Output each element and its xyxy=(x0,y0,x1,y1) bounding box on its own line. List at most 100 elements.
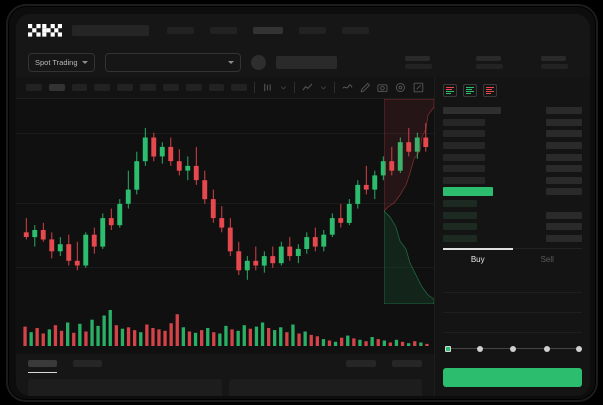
timeframe-7[interactable] xyxy=(185,84,202,91)
orders-panel-left[interactable] xyxy=(28,379,222,396)
slider-step-1[interactable] xyxy=(477,345,484,352)
amount-slider[interactable] xyxy=(445,344,582,354)
nav-item-2[interactable] xyxy=(253,27,283,34)
candlestick-series xyxy=(23,123,429,280)
pair-label xyxy=(275,55,337,69)
orderbook-row[interactable] xyxy=(443,175,582,187)
market-subbar: Spot Trading xyxy=(16,47,590,77)
candles-icon[interactable] xyxy=(262,82,273,93)
orderbook-row-amount xyxy=(546,188,582,196)
orderbook-row-amount xyxy=(546,211,582,219)
orderbook-row[interactable] xyxy=(443,163,582,175)
tab-order-history[interactable] xyxy=(73,360,102,367)
chevron-down-icon xyxy=(81,60,88,64)
orders-action-1[interactable] xyxy=(392,360,422,367)
slider-step-3[interactable] xyxy=(543,345,550,352)
settings-icon[interactable] xyxy=(395,82,406,93)
slider-step-0[interactable] xyxy=(445,345,451,352)
orderbook-row-price xyxy=(443,234,477,242)
orderbook-row[interactable] xyxy=(443,233,582,245)
nav-item-1[interactable] xyxy=(210,27,237,34)
device-bezel: Spot Trading xyxy=(6,4,598,402)
orderbook-row-price xyxy=(443,187,493,197)
order-field-amount[interactable] xyxy=(443,293,582,314)
timeframe-2[interactable] xyxy=(71,84,88,91)
timeframe-0[interactable] xyxy=(26,84,42,91)
tab-sell[interactable]: Sell xyxy=(540,255,554,265)
orderbook-row[interactable] xyxy=(443,105,582,117)
orderbook-row-price xyxy=(443,176,485,184)
orderbook-row[interactable] xyxy=(443,209,582,221)
orderbook-row-price xyxy=(443,118,485,126)
order-field-total[interactable] xyxy=(443,313,582,334)
orderbook-row[interactable] xyxy=(443,151,582,163)
app-screen: Spot Trading xyxy=(16,14,590,396)
orderbook-row-price xyxy=(443,142,485,150)
chevron-down-icon[interactable] xyxy=(280,82,287,93)
orderbook-row-amount xyxy=(546,165,582,173)
chart-gridline xyxy=(16,203,434,204)
orderbook-row-amount xyxy=(546,142,582,150)
orderbook-row-price xyxy=(443,200,477,208)
nav-item-0[interactable] xyxy=(167,27,194,34)
timeframe-3[interactable] xyxy=(94,84,111,91)
pair-select[interactable] xyxy=(104,52,241,72)
okx-logo[interactable] xyxy=(28,24,62,37)
submit-buy-button[interactable] xyxy=(443,368,582,387)
market-type-dropdown[interactable]: Spot Trading xyxy=(28,52,95,72)
orderbook-row-amount xyxy=(546,234,582,242)
slider-step-4[interactable] xyxy=(575,345,582,352)
orderbook-row-price xyxy=(443,153,485,161)
orderbook-row[interactable] xyxy=(443,186,582,198)
orderbook-both-icon[interactable] xyxy=(443,84,457,97)
chevron-down-icon[interactable] xyxy=(320,82,327,93)
tab-buy[interactable]: Buy xyxy=(443,248,513,269)
avatar[interactable] xyxy=(250,54,266,70)
pencil-icon[interactable] xyxy=(360,82,371,93)
orders-panel-right[interactable] xyxy=(228,379,422,396)
order-field-price[interactable] xyxy=(443,273,582,294)
orders-panel xyxy=(16,354,434,396)
timeframe-6[interactable] xyxy=(162,84,179,91)
orderbook-row-amount xyxy=(546,107,582,115)
market-stat-2 xyxy=(541,55,568,69)
orderbook-row[interactable] xyxy=(443,128,582,140)
timeframe-8[interactable] xyxy=(208,84,225,91)
stat-label xyxy=(541,55,566,61)
orderbook-row-amount xyxy=(546,223,582,231)
nav-item-4[interactable] xyxy=(342,27,369,34)
orderbook-row[interactable] xyxy=(443,221,582,233)
slider-step-2[interactable] xyxy=(510,345,517,352)
line-tool-icon[interactable] xyxy=(342,82,353,93)
orderbook-row-amount xyxy=(546,176,582,184)
timeframe-5[interactable] xyxy=(140,84,156,91)
nav-item-3[interactable] xyxy=(299,27,326,34)
orderbook-bids-icon[interactable] xyxy=(463,84,477,97)
chart-gridline xyxy=(16,133,434,134)
stat-value xyxy=(476,63,503,69)
orderbook-row[interactable] xyxy=(443,117,582,129)
timeframe-4[interactable] xyxy=(117,84,134,91)
fullscreen-icon[interactable] xyxy=(413,82,424,93)
timeframe-1[interactable] xyxy=(48,84,65,91)
orderbook-row-price xyxy=(443,223,477,231)
timeframe-9[interactable] xyxy=(231,84,248,91)
price-chart[interactable] xyxy=(16,99,434,354)
orderbook-row[interactable] xyxy=(443,140,582,152)
stat-value xyxy=(405,63,432,69)
header-search-input[interactable] xyxy=(72,25,149,36)
stat-label xyxy=(405,55,430,61)
market-stat-1 xyxy=(476,55,503,69)
orderbook-row-amount xyxy=(546,130,582,138)
tab-open-orders[interactable] xyxy=(28,360,57,373)
orders-action-0[interactable] xyxy=(346,360,376,367)
orderbook-view-modes xyxy=(435,77,590,103)
orderbook-row-amount xyxy=(546,153,582,161)
orderbook-row-price xyxy=(443,130,485,138)
order-side-tabs: Buy Sell xyxy=(443,248,582,269)
orderbook-asks-icon[interactable] xyxy=(483,84,497,97)
orderbook-rows[interactable] xyxy=(435,103,590,244)
orderbook-row[interactable] xyxy=(443,198,582,210)
indicator-icon[interactable] xyxy=(302,82,313,93)
camera-icon[interactable] xyxy=(377,82,388,93)
